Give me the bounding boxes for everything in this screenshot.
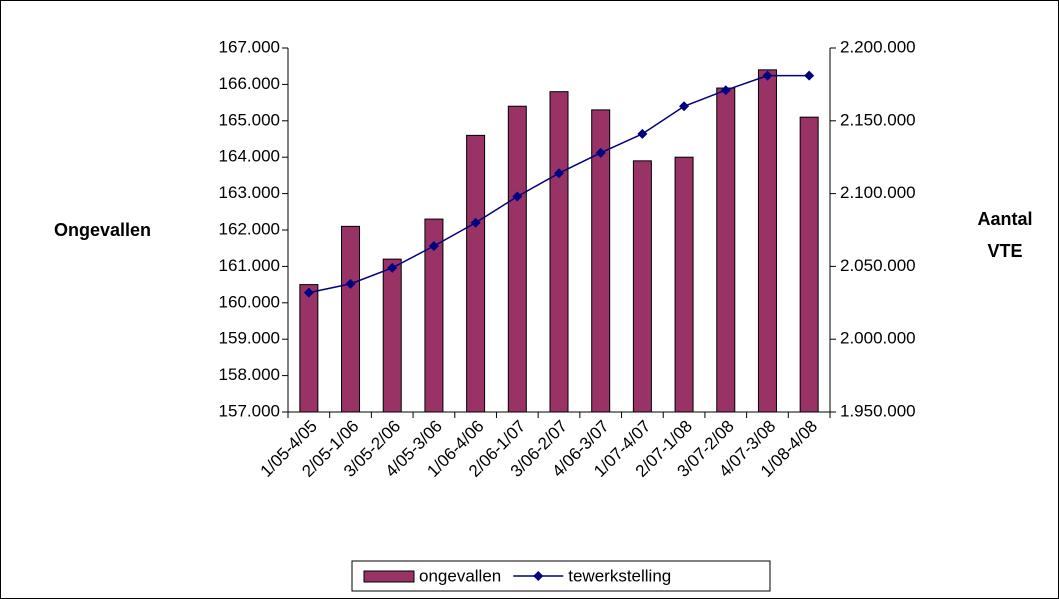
- bar: [716, 87, 736, 413]
- marker: [720, 85, 731, 96]
- legend-label: ongevallen: [419, 566, 501, 585]
- bar: [591, 109, 611, 413]
- bar: [632, 160, 652, 413]
- y-tick-label: 165.000: [219, 110, 280, 129]
- marker: [762, 70, 773, 81]
- marker: [428, 241, 439, 252]
- bar: [757, 69, 777, 413]
- y-tick-label: 166.000: [219, 74, 280, 93]
- bar: [466, 134, 486, 413]
- bar: [299, 284, 319, 413]
- marker: [512, 191, 523, 202]
- bar: [799, 116, 819, 413]
- marker: [595, 147, 606, 158]
- bar: [674, 156, 694, 413]
- y2-tick-label: 2.100.000: [840, 183, 916, 202]
- y-tick-label: 159.000: [219, 329, 280, 348]
- marker: [387, 262, 398, 273]
- marker: [303, 287, 314, 298]
- y2-tick-label: 2.150.000: [840, 110, 916, 129]
- y-tick-label: 162.000: [219, 219, 280, 238]
- y2-axis-label: Aantal VTE: [977, 209, 1033, 261]
- y2-tick-label: 2.200.000: [840, 37, 916, 56]
- marker: [470, 217, 481, 228]
- bar: [341, 225, 361, 413]
- y-tick-label: 161.000: [219, 256, 280, 275]
- y2-tick-label: 1.950.000: [840, 401, 916, 420]
- y2-tick-label: 2.050.000: [840, 256, 916, 275]
- y-tick-label: 164.000: [219, 147, 280, 166]
- legend-marker: [533, 571, 544, 581]
- legend-label: tewerkstelling: [568, 566, 671, 585]
- marker: [637, 128, 648, 139]
- y-tick-label: 157.000: [219, 401, 280, 420]
- y-tick-label: 158.000: [219, 365, 280, 384]
- y-tick-label: 163.000: [219, 183, 280, 202]
- legend-swatch: [363, 570, 415, 583]
- y-axis-label: Ongevallen: [53, 220, 152, 240]
- marker: [679, 101, 690, 112]
- bar: [424, 218, 444, 413]
- marker: [345, 278, 356, 289]
- marker: [804, 70, 815, 81]
- y-tick-label: 167.000: [219, 37, 280, 56]
- y2-tick-label: 2.000.000: [840, 329, 916, 348]
- y-tick-label: 160.000: [219, 292, 280, 311]
- bar: [382, 258, 402, 413]
- bar: [549, 91, 569, 413]
- bar: [507, 105, 527, 413]
- marker: [554, 168, 564, 179]
